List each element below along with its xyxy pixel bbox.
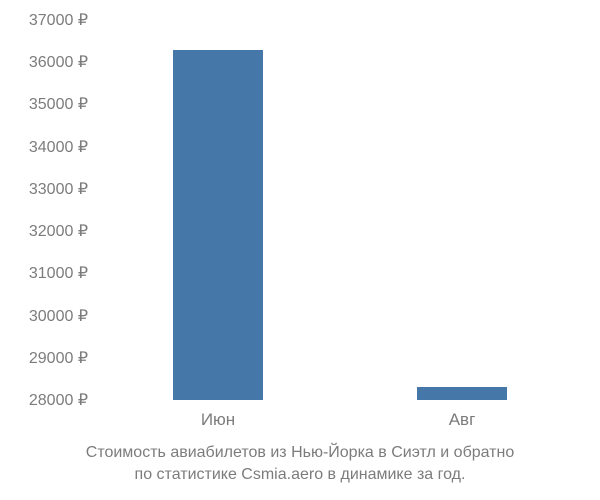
chart-caption: Стоимость авиабилетов из Нью-Йорка в Сиэ…: [0, 442, 600, 485]
bars-layer: [96, 20, 584, 400]
caption-line-1: Стоимость авиабилетов из Нью-Йорка в Сиэ…: [86, 444, 514, 461]
y-tick-label: 35000 ₽: [29, 94, 88, 114]
caption-line-2: по статистике Csmia.aero в динамике за г…: [135, 466, 466, 483]
x-tick-label: Июн: [201, 410, 235, 430]
y-tick-label: 31000 ₽: [29, 263, 88, 283]
y-tick-label: 30000 ₽: [29, 306, 88, 326]
y-tick-label: 32000 ₽: [29, 221, 88, 241]
y-tick-label: 34000 ₽: [29, 137, 88, 157]
bar: [173, 50, 263, 400]
x-tick-label: Авг: [449, 410, 476, 430]
x-axis: Июн Авг: [96, 400, 584, 440]
y-tick-label: 33000 ₽: [29, 179, 88, 199]
y-tick-label: 29000 ₽: [29, 348, 88, 368]
y-tick-label: 37000 ₽: [29, 10, 88, 30]
bar: [417, 387, 507, 400]
price-chart: 28000 ₽ 29000 ₽ 30000 ₽ 31000 ₽ 32000 ₽ 33000…: [0, 0, 600, 500]
y-tick-label: 36000 ₽: [29, 52, 88, 72]
plot-area: [96, 20, 584, 400]
y-axis: 28000 ₽29000 ₽30000 ₽31000 ₽32000 ₽33000…: [0, 20, 96, 400]
y-tick-label: 28000 ₽: [29, 390, 88, 410]
